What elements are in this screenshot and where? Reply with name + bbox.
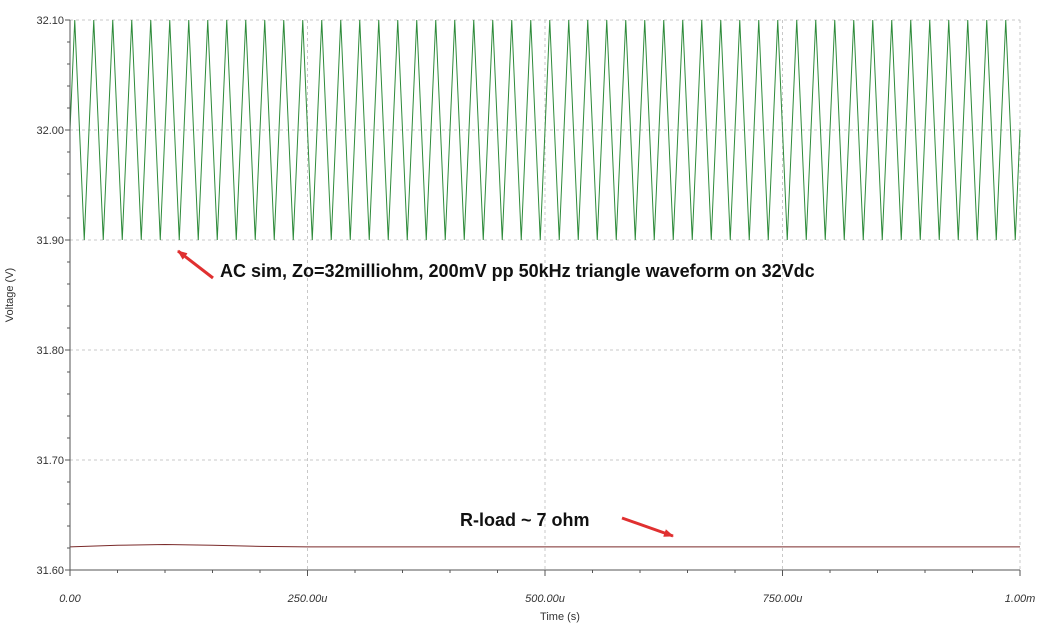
x-axis-title: Time (s): [540, 611, 580, 623]
x-tick-label: 500.00u: [525, 593, 565, 605]
y-tick-label: 31.80: [36, 345, 64, 357]
y-axis-title: Voltage (V): [4, 268, 16, 322]
x-tick-label: 750.00u: [763, 593, 803, 605]
y-tick-label: 31.70: [36, 455, 64, 467]
y-tick-label: 31.90: [36, 235, 64, 247]
ticks: [65, 19, 1021, 576]
annotation-rload: R-load ~ 7 ohm: [460, 510, 674, 538]
y-tick-label: 31.60: [36, 565, 64, 577]
annotation-rload-text: R-load ~ 7 ohm: [460, 510, 590, 530]
y-tick-label: 32.10: [36, 15, 64, 27]
series-layer: [69, 19, 1021, 548]
annotation-waveform: AC sim, Zo=32milliohm, 200mV pp 50kHz tr…: [177, 249, 815, 281]
series-line-0: [69, 19, 1021, 241]
y-tick-label: 32.00: [36, 125, 64, 137]
plot-area: [70, 20, 1020, 570]
annotation-rload-arrow: [621, 516, 674, 538]
tick-labels: 31.60 31.70 31.80 31.90 32.00 32.10 0.00 250.00…: [36, 15, 1035, 605]
x-tick-label: 250.00u: [287, 593, 328, 605]
x-tick-label: 1.00m: [1005, 593, 1036, 605]
annotation-waveform-arrow: [177, 249, 214, 280]
series-line-1: [69, 543, 1020, 548]
x-tick-label: 0.00: [59, 593, 81, 605]
annotation-waveform-text: AC sim, Zo=32milliohm, 200mV pp 50kHz tr…: [220, 261, 815, 281]
